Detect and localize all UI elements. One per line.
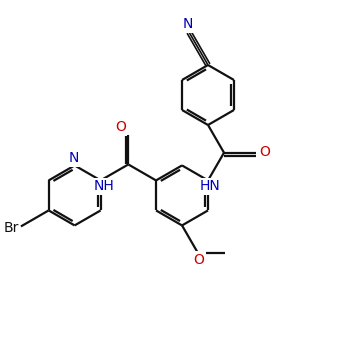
Text: N: N — [69, 151, 79, 165]
Text: O: O — [260, 145, 271, 159]
Text: NH: NH — [93, 180, 114, 193]
Text: O: O — [193, 253, 205, 267]
Text: O: O — [115, 120, 126, 134]
Text: N: N — [183, 17, 193, 31]
Text: HN: HN — [200, 180, 220, 193]
Text: Br: Br — [3, 222, 19, 235]
